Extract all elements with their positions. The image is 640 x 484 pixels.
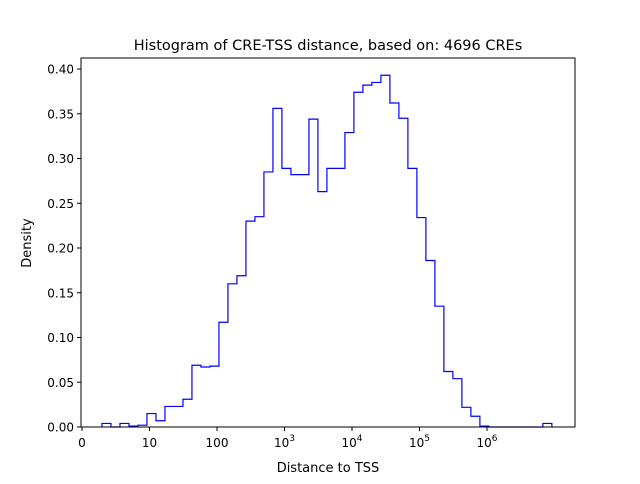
histogram-bin (309, 119, 318, 427)
axes-frame (80, 57, 576, 428)
y-axis-label: Density (20, 218, 35, 268)
histogram-bin (120, 423, 129, 427)
histogram-bin (318, 192, 327, 427)
x-tick-label: 100 (206, 436, 229, 450)
y-tick-label: 0.15 (47, 286, 74, 300)
chart-title: Histogram of CRE-TSS distance, based on:… (134, 38, 523, 54)
histogram-bin (471, 416, 480, 427)
histogram-bin (183, 399, 192, 427)
y-tick-label: 0.35 (47, 107, 74, 121)
histogram-bin (408, 168, 417, 427)
histogram-bin (219, 322, 228, 427)
x-tick-label: 10 (142, 436, 157, 450)
y-tick-label: 0.25 (47, 197, 74, 211)
x-tick-label: 103 (274, 434, 295, 450)
histogram-bin (354, 92, 363, 427)
y-tick-label: 0.10 (47, 331, 74, 345)
histogram-bin (426, 261, 435, 427)
histogram-bin (543, 423, 552, 427)
histogram-bin (300, 175, 309, 427)
histogram-bin (435, 306, 444, 427)
histogram-bin (147, 414, 156, 427)
histogram-bin (345, 133, 354, 427)
y-axis: 0.00 0.05 0.10 0.15 0.20 0.25 0.30 0.35 0.40 (47, 63, 81, 435)
y-tick-label: 0.00 (47, 421, 74, 435)
histogram-bin (237, 276, 246, 427)
x-tick-label: 0 (78, 436, 86, 450)
histogram-bin (399, 118, 408, 427)
histogram-bin (264, 172, 273, 427)
histogram-bin (453, 379, 462, 427)
x-tick-label: 104 (341, 434, 362, 450)
histogram-bin (102, 423, 111, 427)
histogram-bin (174, 406, 183, 427)
y-tick-label: 0.05 (47, 376, 74, 390)
histogram-bin (390, 103, 399, 427)
histogram-bin (273, 108, 282, 427)
x-tick-label: 106 (476, 434, 497, 450)
histogram-bin (462, 407, 471, 427)
histogram-bin (417, 218, 426, 427)
histogram-bin (327, 168, 336, 427)
histogram-bin (192, 365, 201, 427)
y-tick-label: 0.20 (47, 242, 74, 256)
histogram-bin (201, 367, 210, 427)
histogram-step-line (101, 74, 553, 428)
histogram-bin (165, 406, 174, 427)
y-tick-label: 0.40 (47, 63, 74, 77)
x-tick-label: 105 (409, 434, 430, 450)
histogram-bin (210, 366, 219, 427)
histogram-bin (372, 82, 381, 427)
histogram-bin (336, 168, 345, 427)
histogram-bin (282, 168, 291, 427)
histogram-bin (228, 284, 237, 427)
histogram-bin (246, 221, 255, 427)
histogram-bin (381, 75, 390, 427)
histogram-bin (363, 85, 372, 427)
histogram-bin (255, 217, 264, 427)
histogram-bin (444, 372, 453, 427)
histogram-bin (156, 421, 165, 427)
plot-area (101, 74, 553, 428)
x-axis: 0 10 100 103 104 105 106 (78, 427, 498, 450)
x-axis-label: Distance to TSS (277, 461, 380, 476)
y-tick-label: 0.30 (47, 152, 74, 166)
histogram-bin (291, 175, 300, 427)
